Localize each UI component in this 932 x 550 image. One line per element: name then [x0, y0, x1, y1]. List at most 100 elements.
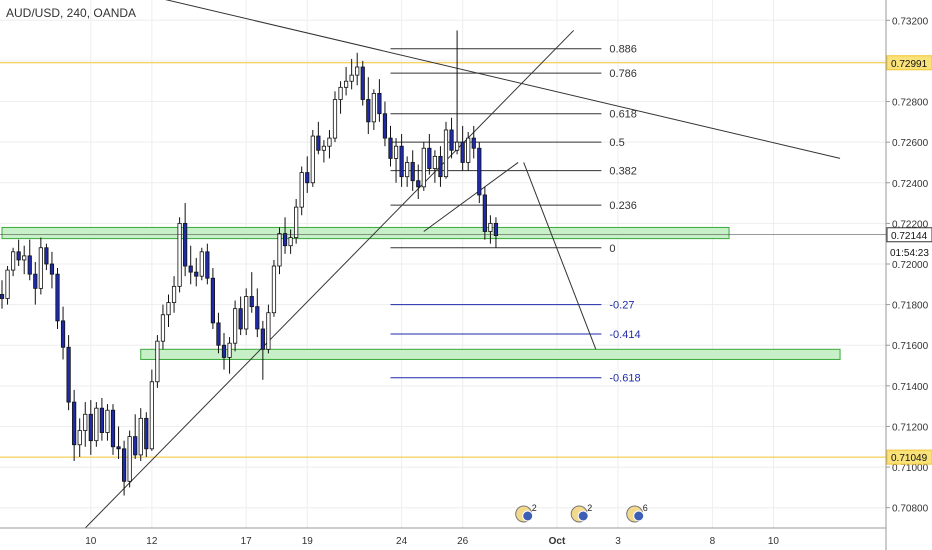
candle: [393, 138, 399, 183]
fib-level-label: 0.886: [609, 44, 637, 56]
bull-candle-body: [432, 155, 438, 169]
candle: [349, 58, 354, 90]
fib-level-label: 0: [609, 243, 615, 255]
flag-icon: [633, 510, 645, 522]
candle: [94, 402, 99, 447]
bear-candle-body: [27, 255, 32, 275]
candle: [332, 91, 338, 143]
fib-level-label: 0.786: [609, 68, 637, 80]
candle: [310, 129, 315, 187]
candle: [44, 243, 49, 271]
candle: [177, 217, 182, 293]
candle: [194, 257, 199, 287]
bull-candle-body: [421, 147, 426, 188]
bear-candle-body: [0, 294, 5, 299]
candle: [399, 134, 404, 187]
candle: [255, 288, 260, 338]
price-tick-label: 0.72200: [892, 219, 929, 230]
candle: [72, 389, 77, 461]
candle: [338, 81, 343, 114]
candle: [249, 272, 254, 313]
candle: [416, 164, 421, 200]
candle: [305, 156, 310, 193]
candle: [5, 266, 10, 305]
candle: [116, 426, 121, 459]
fib-level-label: -0.414: [609, 329, 640, 341]
bear-candle-body: [316, 135, 321, 151]
fib-level-label: 0.382: [609, 166, 637, 178]
candle: [244, 288, 249, 336]
bull-candle-body: [338, 86, 343, 100]
event-count-label: 2: [587, 503, 592, 513]
bull-candle-body: [327, 137, 332, 147]
countdown-label: 01:54:23: [890, 248, 929, 259]
candle: [22, 245, 27, 275]
bear-candle-body: [16, 251, 21, 261]
candle: [160, 304, 166, 350]
candle: [288, 229, 293, 254]
price-tick-label: 0.73200: [892, 16, 929, 27]
price-tick-label: 0.71200: [892, 422, 929, 433]
candle: [443, 121, 449, 179]
fib-level-label: -0.27: [609, 300, 634, 312]
candle: [38, 237, 43, 295]
bear-candle-body: [210, 277, 215, 324]
bull-candle-body: [443, 129, 449, 178]
candle: [410, 150, 415, 191]
bear-candle-body: [110, 409, 116, 448]
current-price-tag: [886, 227, 932, 243]
price-tag-label: 0.72991: [891, 59, 928, 70]
current-price-label: 0.72144: [891, 231, 928, 242]
time-tick-label: 19: [302, 536, 314, 547]
candle: [16, 239, 21, 267]
bear-candle-body: [410, 162, 415, 182]
candle: [66, 335, 71, 411]
candle: [299, 166, 304, 216]
bull-candle-body: [177, 222, 182, 287]
bull-candle-body: [83, 413, 88, 431]
bear-candle-body: [88, 413, 93, 442]
bull-candle-body: [171, 285, 177, 303]
candle: [260, 320, 265, 380]
price-tag-label: 0.71049: [891, 453, 928, 464]
candle: [166, 294, 171, 327]
time-tick-label: 17: [241, 536, 253, 547]
bear-candle-body: [116, 446, 121, 450]
bull-candle-body: [277, 233, 282, 267]
price-tick-label: 0.71600: [892, 341, 929, 352]
bull-candle-body: [488, 222, 493, 232]
candle: [55, 268, 60, 329]
candle: [105, 404, 110, 441]
price-tick-label: 0.72000: [892, 260, 929, 271]
candle: [271, 259, 277, 317]
candle: [127, 430, 132, 488]
candle: [199, 247, 204, 281]
event-count-label: 2: [532, 503, 537, 513]
bull-candle-body: [105, 409, 110, 433]
candle: [493, 217, 499, 248]
bear-candle-body: [377, 93, 382, 115]
bull-candle-body: [349, 74, 354, 82]
candle: [377, 79, 382, 122]
bull-candle-body: [271, 265, 277, 314]
candle: [471, 125, 476, 159]
bear-candle-body: [55, 273, 60, 322]
price-tag: [886, 449, 932, 465]
bull-candle-body: [299, 172, 304, 208]
bear-candle-body: [471, 137, 476, 149]
bull-candle-body: [94, 407, 99, 442]
price-tick-label: 0.72800: [892, 98, 929, 109]
event-count-label: 6: [643, 503, 648, 513]
candle: [33, 261, 38, 305]
candle: [382, 101, 388, 147]
bear-candle-body: [72, 401, 77, 446]
bull-candle-body: [310, 135, 315, 184]
candle: [210, 268, 215, 329]
candle: [27, 239, 32, 281]
bear-candle-body: [416, 180, 421, 188]
candle: [205, 243, 210, 285]
time-tick-label: 10: [85, 536, 97, 547]
candle: [460, 125, 465, 171]
price-tick-label: 0.71000: [892, 463, 929, 474]
